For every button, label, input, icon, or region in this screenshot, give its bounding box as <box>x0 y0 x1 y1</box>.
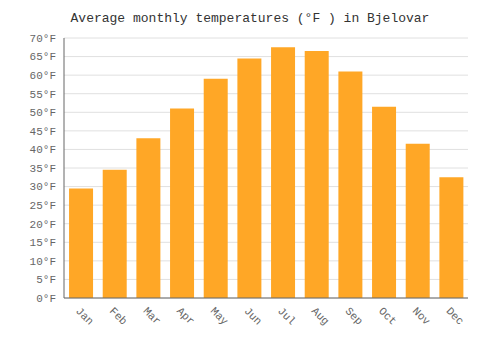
html-text:Average monthly temperatures (: Average monthly temperatures (°F ) in Bj… <box>70 11 430 26</box>
svg-text:Sep: Sep <box>343 305 365 327</box>
svg-text:45°F: 45°F <box>30 126 56 138</box>
svg-text:Feb: Feb <box>107 305 129 327</box>
svg-text:May: May <box>208 305 231 328</box>
svg-text:Aug: Aug <box>309 305 331 327</box>
svg-text:70°F: 70°F <box>30 33 56 45</box>
svg-text:Apr: Apr <box>174 305 196 327</box>
svg-text:35°F: 35°F <box>30 163 56 175</box>
svg-text:60°F: 60°F <box>30 70 56 82</box>
svg-text:Jun: Jun <box>242 305 264 327</box>
svg-text:0°F: 0°F <box>36 293 56 305</box>
svg-text:Jul: Jul <box>275 305 297 327</box>
svg-text:Dec: Dec <box>444 305 466 327</box>
svg-text:5°F: 5°F <box>36 274 56 286</box>
svg-text:50°F: 50°F <box>30 107 56 119</box>
svg-text:10°F: 10°F <box>30 256 56 268</box>
svg-text:15°F: 15°F <box>30 237 56 249</box>
svg-text:Mar: Mar <box>141 305 163 327</box>
svg-text:55°F: 55°F <box>30 89 56 101</box>
svg-text:Nov: Nov <box>410 305 433 328</box>
svg-text:40°F: 40°F <box>30 144 56 156</box>
svg-text:65°F: 65°F <box>30 51 56 63</box>
svg-text:20°F: 20°F <box>30 219 56 231</box>
svg-text:Oct: Oct <box>376 305 398 327</box>
svg-text:Jan: Jan <box>73 305 95 327</box>
svg-text:30°F: 30°F <box>30 181 56 193</box>
svg-text:25°F: 25°F <box>30 200 56 212</box>
